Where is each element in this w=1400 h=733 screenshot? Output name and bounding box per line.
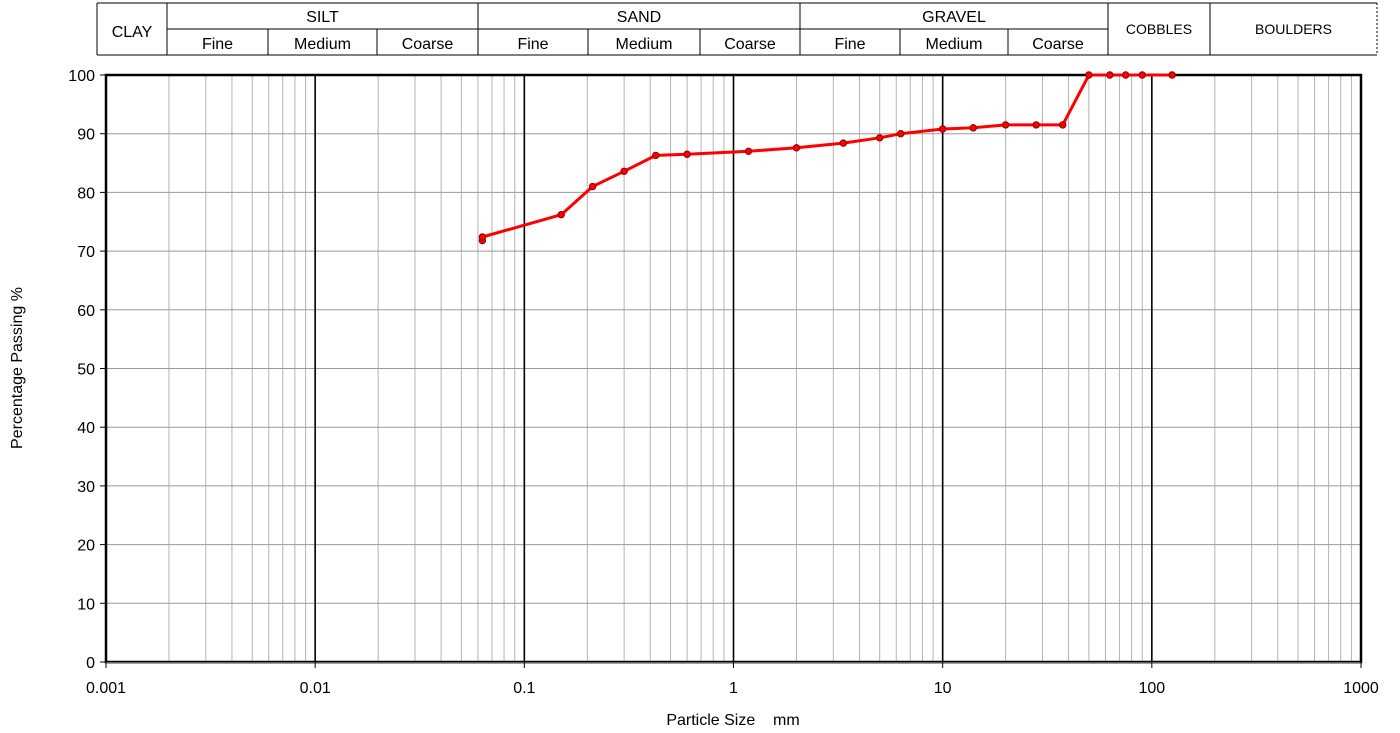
- band-gravel-coarse-label: Coarse: [1032, 36, 1084, 53]
- y-tick-label: 20: [77, 538, 95, 555]
- band-sand-medium-label: Medium: [616, 36, 673, 53]
- band-sand-fine-label: Fine: [517, 36, 548, 53]
- y-axis-title: Percentage Passing %: [9, 287, 26, 449]
- data-point: [1138, 71, 1146, 79]
- soil-classification-header: CLAY SILT Fine Medium Coarse SAND Fine Medium Co…: [96, 2, 1378, 56]
- x-tick-label: 0.01: [300, 680, 331, 697]
- band-silt-medium-label: Medium: [294, 36, 351, 53]
- y-tick-label: 90: [77, 127, 95, 144]
- band-sand-label: SAND: [617, 9, 661, 26]
- band-clay-label: CLAY: [112, 24, 153, 41]
- x-tick-label: 0.1: [513, 680, 535, 697]
- band-sand-coarse-label: Coarse: [724, 36, 776, 53]
- data-point: [969, 124, 977, 132]
- band-cobbles-label: COBBLES: [1126, 21, 1192, 37]
- band-gravel-label: GRAVEL: [922, 9, 986, 26]
- y-tick-label: 0: [86, 655, 95, 672]
- y-tick-label: 60: [77, 303, 95, 320]
- x-tick-label: 10: [934, 680, 952, 697]
- band-boulders-label: BOULDERS: [1255, 21, 1332, 37]
- x-tick-label: 1: [729, 680, 738, 697]
- data-point: [792, 144, 801, 152]
- band-silt-label: SILT: [306, 9, 339, 26]
- data-point: [620, 167, 628, 175]
- y-tick-label: 30: [77, 479, 95, 496]
- data-point: [1059, 121, 1067, 129]
- series-line: [480, 73, 1173, 241]
- data-point: [839, 139, 848, 147]
- data-point: [652, 151, 660, 160]
- data-point: [1032, 121, 1040, 129]
- band-silt-fine-label: Fine: [202, 36, 233, 53]
- y-tick-label: 70: [77, 244, 95, 261]
- data-point: [1106, 71, 1114, 79]
- chart-axes: 0 10 20 30 40 50 60 70 80 90 100 0.001 0.01 0.1 1 10 100…: [68, 68, 1379, 697]
- grading-curve: [478, 71, 1176, 245]
- data-point: [1168, 71, 1176, 79]
- x-axis-title: Particle Size mm: [666, 712, 799, 729]
- data-point: [588, 182, 597, 191]
- x-tick-label: 0.001: [86, 680, 126, 697]
- x-tick-label: 100: [1138, 680, 1165, 697]
- y-tick-label: 80: [77, 185, 95, 202]
- y-tick-label: 100: [68, 68, 95, 85]
- data-point: [557, 211, 565, 219]
- data-point: [876, 134, 884, 142]
- data-point: [1001, 121, 1010, 129]
- data-point: [744, 147, 753, 156]
- band-gravel-fine-label: Fine: [834, 36, 865, 53]
- data-point: [1122, 71, 1130, 79]
- data-point: [938, 125, 947, 133]
- y-tick-label: 40: [77, 420, 95, 437]
- y-tick-label: 10: [77, 596, 95, 613]
- data-point: [1085, 71, 1093, 79]
- y-tick-label: 50: [77, 362, 95, 379]
- band-silt-coarse-label: Coarse: [402, 36, 454, 53]
- x-tick-label: 1000: [1343, 680, 1379, 697]
- chart-grid: [106, 75, 1361, 662]
- data-point: [478, 233, 487, 241]
- data-point: [896, 130, 905, 138]
- data-point: [683, 150, 691, 158]
- band-gravel-medium-label: Medium: [926, 36, 983, 53]
